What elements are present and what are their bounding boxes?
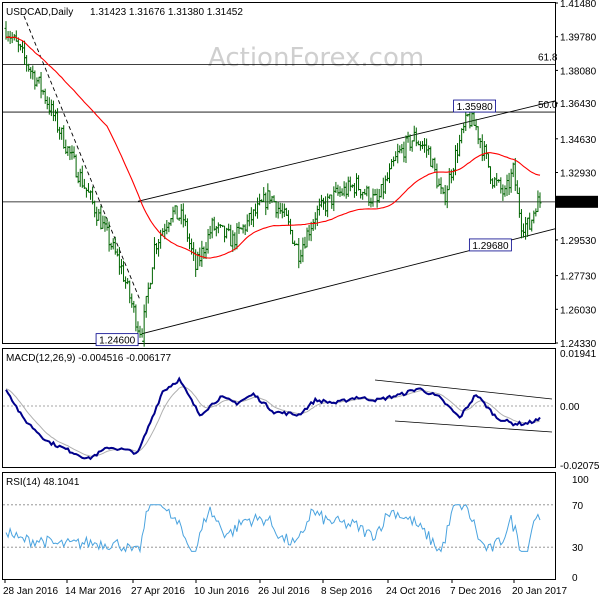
annotation-label: 1.35980	[457, 102, 494, 113]
date-axis-label: 28 Jan 2016	[3, 586, 58, 597]
price-axis-label: 1.36430	[560, 99, 597, 110]
price-annotation-2: 1.29680	[468, 238, 512, 252]
date-axis-label: 10 Jun 2016	[194, 586, 249, 597]
date-axis-label: 14 Mar 2016	[65, 586, 122, 597]
rsi-axis-label: 70	[572, 501, 584, 512]
date-axis-label: 7 Dec 2016	[450, 586, 502, 597]
macd-lower-trendline	[394, 420, 553, 433]
rsi-layer	[3, 504, 555, 554]
price-axis-label: 1.38080	[560, 66, 597, 77]
date-axis-label: 8 Sep 2016	[321, 586, 373, 597]
rsi-axis-label: 0	[572, 573, 578, 584]
price-layer: 61.8 50.0 1.24600 1.35980 1.29680	[3, 15, 558, 347]
rsi-axis-label: 100	[572, 475, 589, 486]
macd-panel-frame	[2, 348, 556, 468]
date-axis-label: 26 Jul 2016	[258, 586, 310, 597]
axis-layer: 1.41480 1.39780 1.38080 1.36430 1.34630 1.329…	[3, 0, 600, 597]
current-price-marker	[556, 195, 598, 208]
date-axis-label: 24 Oct 2016	[386, 586, 441, 597]
price-axis-label: 1.41480	[560, 0, 597, 10]
price-axis-label: 1.39780	[560, 33, 597, 44]
macd-title: MACD(12,26,9) -0.004516 -0.006177	[6, 353, 172, 364]
upper-channel-trendline	[137, 100, 557, 202]
annotation-box	[95, 333, 139, 347]
price-axis-label: 1.29530	[560, 236, 597, 247]
price-axis-label: 1.26030	[560, 305, 597, 316]
rsi-line	[5, 504, 541, 554]
price-axis-label: 1.34630	[560, 135, 597, 146]
price-axis-label: 1.24330	[560, 339, 597, 350]
price-annotation-0: 1.24600	[95, 333, 139, 347]
macd-upper-trendline	[374, 379, 553, 400]
current-price-label: 1.31452	[560, 198, 597, 209]
annotation-box	[453, 99, 496, 113]
price-annotation-1: 1.35980	[453, 99, 496, 113]
fib-label-1: 50.0	[538, 100, 558, 111]
date-axis-label: 27 Apr 2016	[131, 586, 185, 597]
dashed-downtrend-line	[23, 15, 141, 301]
watermark: ActionForex.com	[208, 43, 424, 73]
rsi-axis-label: 30	[572, 543, 584, 554]
chart-ohlc: 1.31423 1.31676 1.31380 1.31452	[90, 7, 243, 18]
chart-symbol: USDCAD,Daily	[6, 7, 73, 18]
date-axis-label: 20 Jan 2017	[512, 586, 567, 597]
macd-layer	[3, 376, 555, 461]
macd-line	[5, 376, 541, 461]
fib-label-0: 61.8	[538, 53, 558, 64]
macd-axis-label: 0.01941	[560, 349, 597, 360]
moving-average-line	[5, 36, 541, 259]
price-bar	[538, 192, 542, 208]
macd-axis-label: -0.020758	[560, 461, 600, 472]
macd-axis-label: 0.00	[560, 402, 580, 413]
price-axis-label: 1.32930	[560, 169, 597, 180]
annotation-label: 1.24600	[99, 336, 136, 347]
annotation-box	[468, 238, 512, 252]
rsi-panel-frame	[2, 472, 556, 580]
price-axis-label: 1.27730	[560, 272, 597, 283]
annotation-label: 1.29680	[472, 241, 509, 252]
rsi-title: RSI(14) 48.1041	[6, 477, 80, 488]
